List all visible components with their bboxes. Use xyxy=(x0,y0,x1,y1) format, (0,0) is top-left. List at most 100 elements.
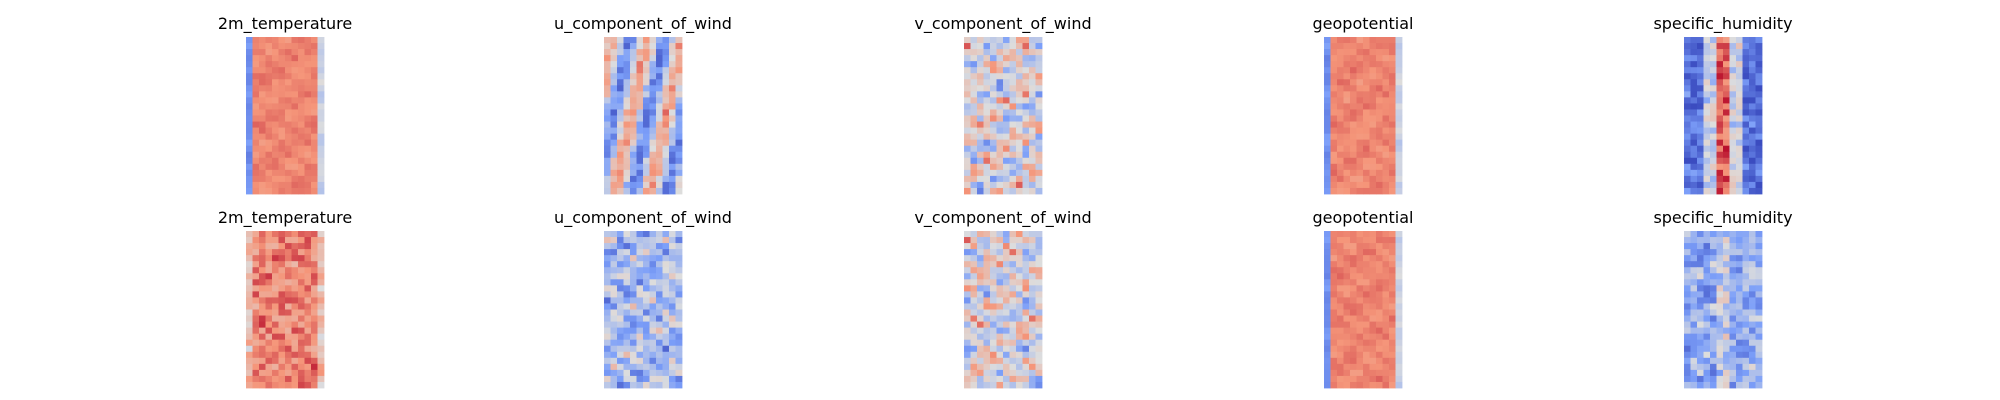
heatmap-cell xyxy=(1035,97,1043,104)
heatmap-cell xyxy=(623,267,631,274)
heatmap-cell xyxy=(1690,339,1698,347)
heatmap-cell xyxy=(970,369,978,377)
heatmap-cell xyxy=(1003,255,1010,262)
heatmap-cell xyxy=(1343,181,1351,189)
heatmap-cell xyxy=(252,285,260,292)
heatmap-cell xyxy=(1035,243,1043,250)
heatmap-cell xyxy=(964,381,971,389)
heatmap-cell xyxy=(623,243,631,250)
heatmap-cell xyxy=(662,115,670,122)
heatmap-cell xyxy=(643,339,650,347)
heatmap-cell xyxy=(675,55,683,62)
heatmap-cell xyxy=(278,181,286,189)
heatmap-cell xyxy=(649,109,657,116)
heatmap-cell xyxy=(1729,115,1737,122)
heatmap-cell xyxy=(1389,73,1396,80)
heatmap-cell xyxy=(317,163,325,171)
heatmap-cell xyxy=(1376,175,1383,183)
heatmap-cell xyxy=(669,237,676,244)
heatmap-cell xyxy=(636,37,644,44)
heatmap-cell xyxy=(1389,91,1396,98)
heatmap-cell xyxy=(1330,321,1338,329)
heatmap-cell xyxy=(1330,37,1338,44)
heatmap-cell xyxy=(675,187,683,195)
heatmap-cell xyxy=(669,375,676,383)
heatmap-cell xyxy=(1009,163,1017,171)
heatmap-cell xyxy=(1016,261,1023,268)
heatmap-cell xyxy=(643,345,650,353)
heatmap-cell xyxy=(1324,169,1331,177)
heatmap-cell xyxy=(630,85,637,92)
heatmap-cell xyxy=(623,291,631,298)
heatmap-cell xyxy=(1710,249,1717,256)
heatmap-cell xyxy=(617,261,624,268)
heatmap-cell xyxy=(1363,237,1370,244)
heatmap-cell xyxy=(610,175,618,183)
heatmap-cell xyxy=(1369,243,1377,250)
heatmap-cell xyxy=(311,175,318,183)
heatmap-cell xyxy=(656,291,663,298)
heatmap-cell xyxy=(317,237,325,244)
heatmap-cell xyxy=(1324,267,1331,274)
heatmap-cell xyxy=(1703,187,1711,195)
heatmap-cell xyxy=(1697,291,1704,298)
heatmap-cell xyxy=(259,285,266,292)
heatmap-cell xyxy=(1742,285,1750,292)
heatmap-cell xyxy=(1729,303,1737,310)
heatmap-cell xyxy=(604,309,611,316)
heatmap-cell xyxy=(630,157,637,165)
heatmap-cell xyxy=(1369,267,1377,274)
heatmap-cell xyxy=(1395,103,1403,110)
heatmap-cell xyxy=(1350,339,1357,347)
heatmap-cell xyxy=(1703,73,1711,80)
heatmap-cell xyxy=(252,85,260,92)
heatmap-cell xyxy=(610,85,618,92)
heatmap-cell xyxy=(304,345,312,353)
heatmap-cell xyxy=(278,121,286,128)
heatmap-cell xyxy=(656,363,663,371)
heatmap-cell xyxy=(298,321,305,329)
heatmap-cell xyxy=(1324,231,1331,238)
heatmap-cell xyxy=(1029,145,1036,153)
heatmap-cell xyxy=(304,243,312,250)
heatmap-cell xyxy=(604,37,611,44)
heatmap-cell xyxy=(643,73,650,80)
heatmap-cell xyxy=(291,85,299,92)
heatmap-cell xyxy=(1742,381,1750,389)
heatmap-cell xyxy=(1022,231,1030,238)
heatmap-cell xyxy=(1350,375,1357,383)
heatmap-cell xyxy=(1356,139,1364,147)
heatmap-cell xyxy=(1716,279,1724,286)
heatmap-cell xyxy=(970,61,978,68)
heatmap-cell xyxy=(1742,49,1750,56)
heatmap-cell xyxy=(630,231,637,238)
heatmap-cell xyxy=(1716,61,1724,68)
heatmap-cell xyxy=(1736,237,1743,244)
heatmap-cell xyxy=(636,55,644,62)
heatmap-cell xyxy=(1710,187,1717,195)
heatmap-cell xyxy=(990,37,997,44)
heatmap-cell xyxy=(604,91,611,98)
heatmap-cell xyxy=(1697,369,1704,377)
heatmap-cell xyxy=(1376,49,1383,56)
heatmap-cell xyxy=(1382,67,1390,74)
heatmap-cell xyxy=(1736,375,1743,383)
heatmap-cell xyxy=(1330,121,1338,128)
heatmap-cell xyxy=(1324,49,1331,56)
heatmap-cell xyxy=(662,351,670,359)
heatmap-cell xyxy=(636,285,644,292)
heatmap-cell xyxy=(1716,79,1724,86)
heatmap-cell xyxy=(662,345,670,353)
heatmap-cell xyxy=(246,157,253,165)
heatmap-cell xyxy=(1369,103,1377,110)
heatmap-cell xyxy=(675,97,683,104)
heatmap-cell xyxy=(1369,261,1377,268)
heatmap-cell xyxy=(662,381,670,389)
heatmap-cell xyxy=(304,339,312,347)
heatmap-cell xyxy=(617,333,624,341)
heatmap-cell xyxy=(1029,187,1036,195)
heatmap-cell xyxy=(1749,357,1756,365)
heatmap-cell xyxy=(669,261,676,268)
heatmap-cell xyxy=(1343,231,1351,238)
heatmap-cell xyxy=(252,175,260,183)
